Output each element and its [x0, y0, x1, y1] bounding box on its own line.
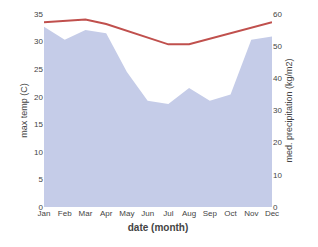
svg-text:35: 35: [34, 10, 43, 19]
svg-text:Nov: Nov: [244, 209, 258, 218]
svg-text:60: 60: [273, 10, 282, 19]
svg-text:40: 40: [273, 74, 282, 83]
svg-text:max temp (C): max temp (C): [19, 83, 29, 138]
svg-text:Oct: Oct: [224, 209, 237, 218]
svg-text:25: 25: [34, 65, 43, 74]
svg-text:Jul: Jul: [163, 209, 173, 218]
svg-text:10: 10: [273, 171, 282, 180]
svg-text:30: 30: [273, 106, 282, 115]
svg-text:Apr: Apr: [100, 209, 113, 218]
svg-text:20: 20: [273, 138, 282, 147]
svg-text:May: May: [119, 209, 134, 218]
svg-text:0: 0: [273, 203, 278, 212]
svg-text:Feb: Feb: [58, 209, 72, 218]
svg-text:50: 50: [273, 42, 282, 51]
svg-text:Jun: Jun: [141, 209, 154, 218]
svg-text:10: 10: [34, 148, 43, 157]
svg-text:med. precipitation (kg/m2): med. precipitation (kg/m2): [284, 58, 294, 162]
svg-text:5: 5: [39, 175, 44, 184]
svg-text:Mar: Mar: [79, 209, 93, 218]
svg-text:Aug: Aug: [182, 209, 196, 218]
svg-text:20: 20: [34, 93, 43, 102]
svg-text:15: 15: [34, 120, 43, 129]
svg-text:Dec: Dec: [265, 209, 279, 218]
svg-text:Jan: Jan: [38, 209, 51, 218]
svg-text:0: 0: [39, 203, 44, 212]
svg-text:30: 30: [34, 37, 43, 46]
svg-text:Sep: Sep: [203, 209, 218, 218]
svg-text:date (month): date (month): [128, 222, 189, 233]
